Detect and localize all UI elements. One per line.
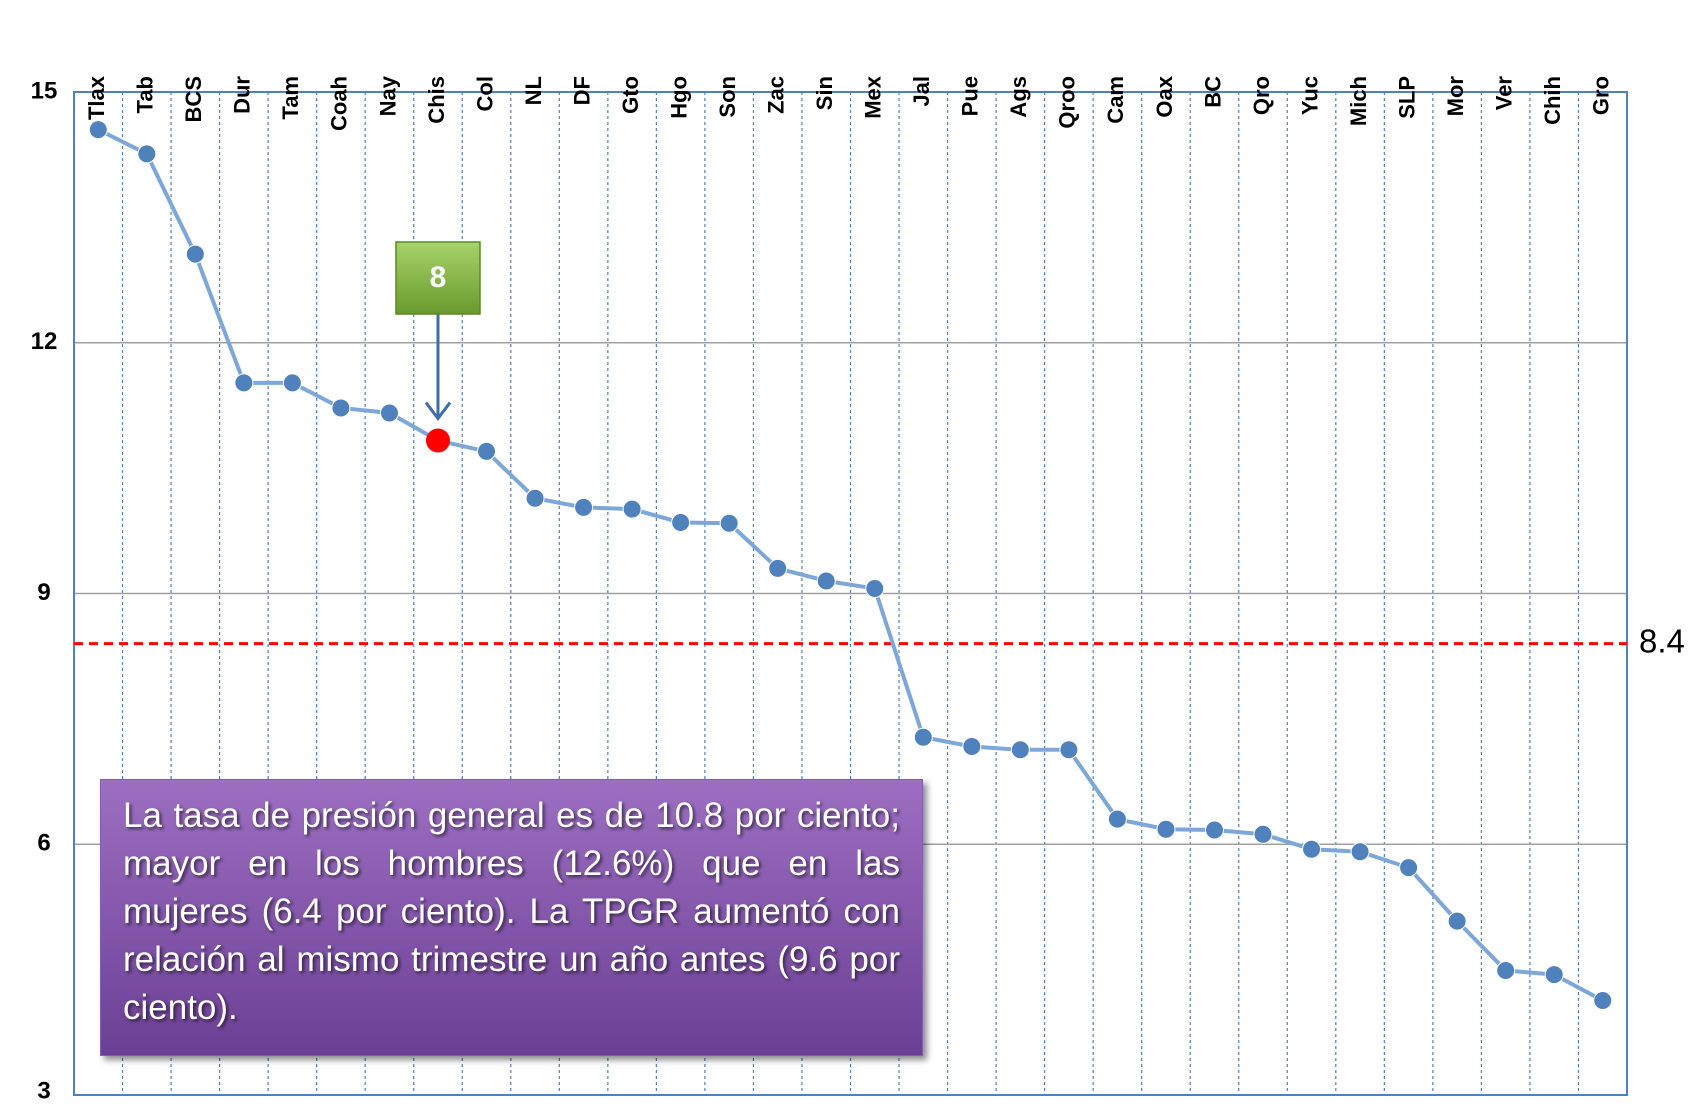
y-tick-label: 9 [37, 579, 50, 606]
data-point [574, 497, 594, 517]
data-point [1204, 820, 1224, 840]
y-tick-label: 15 [31, 77, 58, 104]
x-tick-label: Cam [1103, 76, 1128, 124]
x-tick-label: Qro [1249, 76, 1274, 115]
x-tick-label: Mex [861, 75, 886, 119]
x-tick-label: Dur [230, 76, 255, 114]
x-tick-label: BCS [181, 76, 206, 122]
data-point [477, 441, 497, 461]
annotation-arrowhead [424, 401, 452, 422]
x-tick-label: Son [715, 76, 740, 118]
data-point [137, 144, 157, 164]
plot-frame [73, 91, 1628, 1096]
data-point [379, 403, 399, 423]
data-point [282, 373, 302, 393]
x-tick-label: Chis [424, 76, 449, 124]
data-point [1107, 809, 1127, 829]
data-point [719, 513, 739, 533]
data-point [962, 736, 982, 756]
x-tick-label: Nay [375, 75, 400, 116]
x-tick-label: Pue [958, 76, 983, 116]
data-point [525, 488, 545, 508]
x-tick-label: Qroo [1055, 76, 1080, 129]
x-tick-label: SLP [1394, 76, 1419, 119]
data-point [425, 428, 450, 453]
data-point [622, 499, 642, 519]
x-tick-label: Ags [1006, 76, 1031, 118]
x-tick-label: Tlax [84, 75, 109, 120]
data-point [185, 244, 205, 264]
x-tick-label: Sin [812, 76, 837, 110]
y-tick-label: 6 [37, 830, 50, 857]
data-point [1447, 911, 1467, 931]
data-point [1544, 965, 1564, 985]
x-tick-label: Chih [1540, 76, 1565, 125]
y-tick-label: 3 [37, 1077, 50, 1104]
data-point [1156, 819, 1176, 839]
data-point [234, 373, 254, 393]
x-tick-label: DF [569, 76, 594, 105]
x-tick-label: Mich [1346, 76, 1371, 126]
data-point [1302, 839, 1322, 859]
x-tick-label: Yuc [1297, 76, 1322, 115]
data-point [1059, 740, 1079, 760]
data-point [1253, 824, 1273, 844]
data-point [768, 558, 788, 578]
x-tick-label: BC [1200, 76, 1225, 108]
x-tick-label: Coah [327, 76, 352, 131]
x-tick-label: NL [521, 76, 546, 105]
data-point [1010, 740, 1030, 760]
annotation-box [395, 241, 481, 315]
data-point [816, 571, 836, 591]
x-tick-label: Mor [1443, 76, 1468, 117]
x-tick-label: Tab [133, 76, 158, 113]
x-tick-label: Jal [909, 76, 934, 107]
data-point [1350, 842, 1370, 862]
data-point [88, 120, 108, 140]
data-point [1496, 960, 1516, 980]
data-point [331, 398, 351, 418]
text-box: La tasa de presión general es de 10.8 po… [100, 779, 923, 1056]
data-point [913, 727, 933, 747]
data-point [671, 512, 691, 532]
data-point [1593, 991, 1613, 1011]
x-tick-label: Zac [764, 76, 789, 114]
x-tick-label: Oax [1152, 75, 1177, 117]
x-tick-label: Hgo [666, 76, 691, 119]
x-tick-label: Ver [1491, 76, 1516, 111]
data-point [1399, 858, 1419, 878]
y-tick-label: 12 [31, 328, 58, 355]
x-tick-label: Gro [1589, 76, 1614, 115]
reference-label: 8.4 [1639, 622, 1685, 659]
x-tick-label: Gto [618, 76, 643, 114]
annotation-text: 8 [430, 261, 447, 294]
data-point [865, 578, 885, 598]
x-tick-label: Tam [278, 76, 303, 120]
x-tick-label: Col [472, 76, 497, 111]
